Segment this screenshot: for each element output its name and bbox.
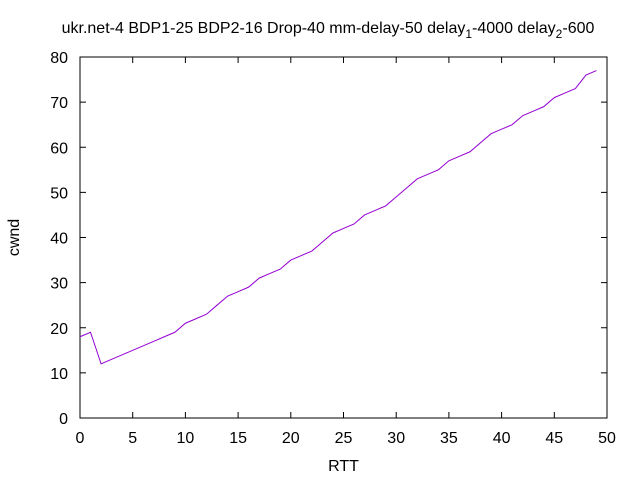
x-axis-label: RTT	[328, 458, 359, 475]
series-line	[79, 70, 597, 365]
y-tick-label: 70	[50, 95, 68, 112]
y-tick-label: 30	[50, 276, 68, 293]
title-subscript: 2	[556, 27, 563, 41]
x-tick-label: 10	[177, 430, 195, 447]
x-tick-label: 15	[229, 430, 247, 447]
title-subscript: 1	[465, 27, 472, 41]
y-tick-label: 40	[50, 231, 68, 248]
y-tick-label: 50	[50, 185, 68, 202]
chart-title: ukr.net-4 BDP1-25 BDP2-16 Drop-40 mm-del…	[62, 20, 595, 41]
y-tick-label: 20	[50, 321, 68, 338]
x-tick-label: 5	[128, 430, 137, 447]
y-tick-label: 0	[59, 411, 68, 428]
x-tick-label: 30	[387, 430, 405, 447]
title-segment: -4000 delay	[472, 20, 556, 37]
x-axis-ticks: 0 5 10 15 20 25 30 35 40 45 50	[76, 57, 616, 447]
y-axis-label: cwnd	[6, 219, 23, 256]
plot-frame	[79, 56, 608, 419]
x-tick-label: 20	[282, 430, 300, 447]
y-tick-label: 80	[50, 50, 68, 67]
x-tick-label: 50	[598, 430, 616, 447]
y-axis-ticks: 0 10 20 30 40 50 60 70 80	[50, 50, 607, 428]
x-tick-label: 35	[440, 430, 458, 447]
x-tick-label: 40	[493, 430, 511, 447]
y-tick-label: 10	[50, 366, 68, 383]
title-segment: -600	[562, 20, 594, 37]
x-tick-label: 45	[545, 430, 563, 447]
y-tick-label: 60	[50, 140, 68, 157]
title-segment: ukr.net-4 BDP1-25 BDP2-16 Drop-40 mm-del…	[62, 20, 466, 37]
x-tick-label: 0	[76, 430, 85, 447]
series-layer	[79, 70, 597, 365]
x-tick-label: 25	[335, 430, 353, 447]
